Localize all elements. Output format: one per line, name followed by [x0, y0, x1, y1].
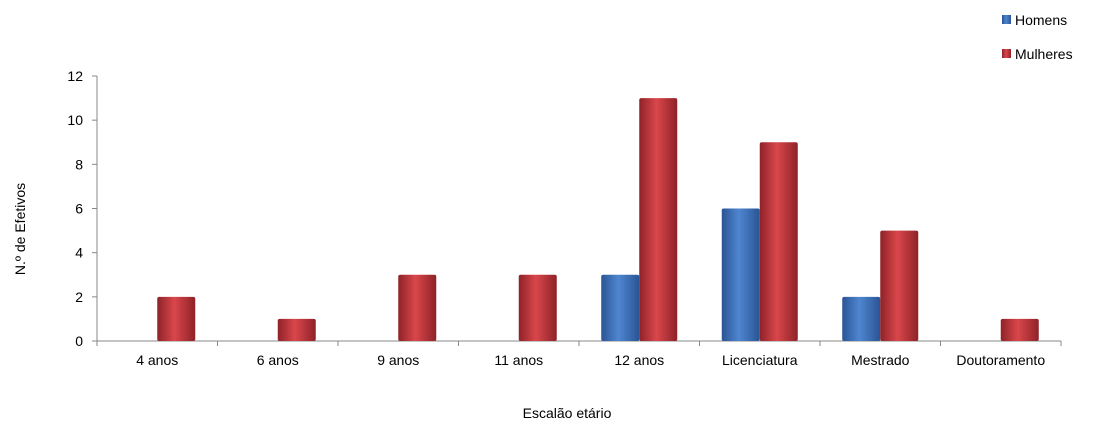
y-axis-title: N.º de Efetivos — [12, 183, 28, 275]
y-tick-label: 8 — [75, 156, 83, 172]
y-tick-label: 2 — [75, 289, 83, 305]
x-tick-label: 6 anos — [257, 352, 299, 368]
bar-homens — [721, 208, 760, 341]
bar-homens — [842, 296, 881, 341]
y-tick-label: 4 — [75, 245, 83, 261]
bar-mulheres — [1000, 318, 1039, 341]
x-tick-label: Doutoramento — [956, 352, 1045, 368]
y-tick-label: 12 — [67, 68, 83, 84]
x-axis-title: Escalão etário — [523, 405, 612, 421]
bars — [157, 98, 1039, 341]
x-tick-label: Licenciatura — [722, 352, 798, 368]
legend-label-homens: Homens — [1015, 12, 1067, 28]
legend-swatch-mulheres — [1002, 49, 1011, 58]
x-tick-label: 4 anos — [136, 352, 178, 368]
bar-mulheres — [277, 318, 316, 341]
x-tick-label: 11 anos — [494, 352, 543, 368]
x-axis: 4 anos 6 anos 9 anos 11 anos 12 anos Licencia… — [96, 340, 1062, 368]
bar-mulheres — [759, 142, 798, 341]
y-ticks: 0 2 4 6 8 10 12 — [67, 68, 97, 349]
y-tick-label: 0 — [75, 333, 83, 349]
y-tick-label: 6 — [75, 201, 83, 217]
bar-mulheres — [157, 296, 196, 341]
bar-mulheres — [518, 274, 557, 341]
y-tick-label: 10 — [67, 112, 83, 128]
y-axis: 0 2 4 6 8 10 12 — [67, 68, 98, 349]
bar-homens — [601, 274, 640, 341]
bar-mulheres — [398, 274, 437, 341]
legend-swatch-homens — [1002, 15, 1011, 24]
x-tick-label: 9 anos — [377, 352, 419, 368]
x-ticks: 4 anos 6 anos 9 anos 11 anos 12 anos Licencia… — [96, 341, 1062, 368]
bar-mulheres — [639, 98, 678, 341]
legend: Homens Mulheres — [1002, 12, 1073, 62]
x-tick-label: Mestrado — [851, 352, 910, 368]
legend-label-mulheres: Mulheres — [1015, 46, 1073, 62]
x-tick-label: 12 anos — [614, 352, 664, 368]
bar-mulheres — [880, 230, 919, 341]
